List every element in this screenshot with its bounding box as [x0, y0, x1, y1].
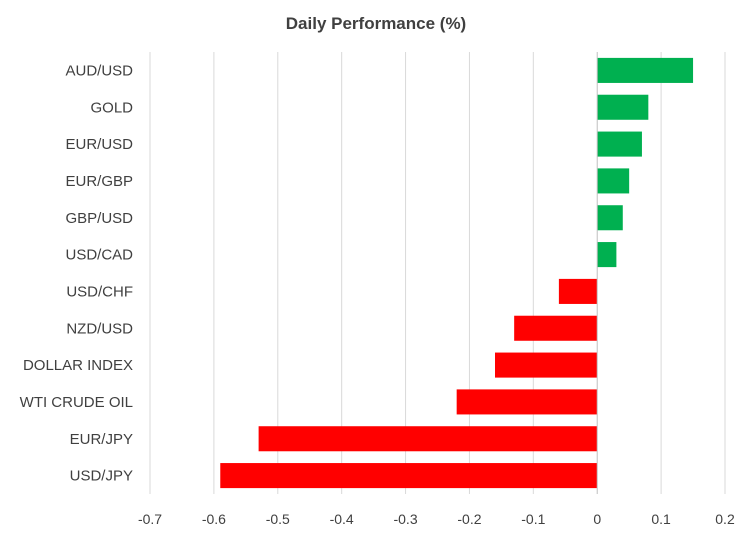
category-label: EUR/JPY: [70, 431, 133, 448]
bar-usd-chf: [558, 278, 598, 304]
bars: [220, 57, 694, 489]
gridlines: [149, 52, 726, 494]
category-label: USD/CHF: [66, 283, 133, 300]
category-label: USD/JPY: [70, 468, 133, 485]
bar-eur-usd: [597, 131, 642, 157]
bar-dollar-index: [495, 352, 598, 378]
bar-gold: [597, 94, 649, 120]
bar-eur-jpy: [258, 426, 598, 452]
x-tick-label: -0.5: [266, 511, 290, 527]
bar-usd-cad: [597, 242, 617, 268]
bar-eur-gbp: [597, 168, 630, 194]
category-label: USD/CAD: [65, 247, 133, 264]
category-label: DOLLAR INDEX: [23, 357, 133, 374]
x-tick-label: -0.6: [202, 511, 226, 527]
category-label: GOLD: [90, 99, 133, 116]
x-tick-label: -0.2: [457, 511, 481, 527]
bar-usd-jpy: [220, 463, 598, 489]
x-tick-label: -0.4: [330, 511, 354, 527]
x-tick-label: -0.7: [138, 511, 162, 527]
x-tick-label: 0.2: [715, 511, 735, 527]
x-tick-label: -0.1: [521, 511, 545, 527]
category-label: WTI CRUDE OIL: [20, 394, 133, 411]
bar-aud-usd: [597, 57, 694, 83]
bar-wti-crude-oil: [456, 389, 598, 415]
chart-title: Daily Performance (%): [286, 14, 466, 33]
tick-labels: -0.7 -0.6 -0.5 -0.4 -0.3 -0.2 -0.1 0 0.1 0.2: [138, 511, 735, 527]
bar-nzd-usd: [514, 315, 598, 341]
category-label: NZD/USD: [66, 320, 133, 337]
category-labels: AUD/USD GOLD EUR/USD EUR/GBP GBP/USD USD/CAD U…: [20, 62, 134, 484]
x-tick-label: -0.3: [393, 511, 417, 527]
x-tick-label: 0: [593, 511, 601, 527]
category-label: AUD/USD: [65, 62, 133, 79]
category-label: EUR/USD: [65, 136, 133, 153]
bar-gbp-usd: [597, 205, 623, 231]
category-label: EUR/GBP: [65, 173, 133, 190]
x-tick-label: 0.1: [651, 511, 671, 527]
category-label: GBP/USD: [65, 210, 133, 227]
